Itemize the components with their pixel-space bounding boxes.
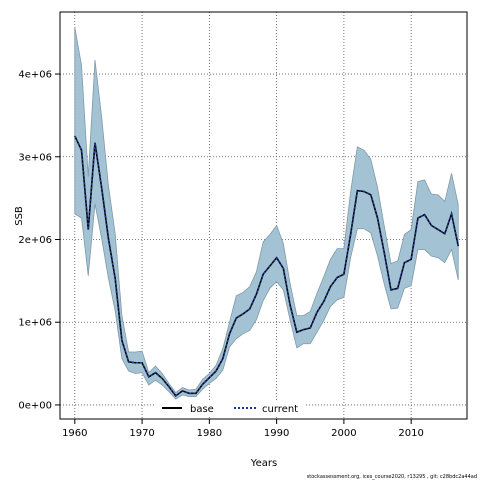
y-tick-label: 4e+06 (18, 70, 52, 81)
legend: base current (156, 400, 306, 416)
x-axis-label: Years (250, 458, 277, 469)
x-tick-label: 1980 (197, 428, 222, 439)
legend-label-current: current (262, 404, 298, 415)
confidence-band (74, 26, 459, 400)
plot-background (60, 12, 467, 419)
y-tick-label: 1e+06 (18, 318, 52, 329)
y-tick-label: 2e+06 (18, 235, 52, 246)
x-tick-label: 1990 (264, 428, 289, 439)
x-tick-label: 2000 (331, 428, 356, 439)
x-axis: 1960 1970 1980 1990 2000 2010 (62, 419, 424, 439)
y-tick-label: 3e+06 (18, 152, 52, 163)
plot-frame (59, 11, 468, 420)
series-line-current (74, 135, 460, 397)
y-axis: 0e+00 1e+06 2e+06 3e+06 4e+06 (18, 70, 60, 411)
y-axis-label: SSB (14, 206, 25, 226)
footer-text: stockassessment.org, ices_course2020, r1… (307, 474, 477, 480)
legend-label-base: base (190, 404, 214, 415)
x-tick-label: 2010 (398, 428, 423, 439)
legend-background (156, 400, 306, 416)
y-tick-label: 0e+00 (18, 400, 52, 411)
x-tick-label: 1970 (129, 428, 154, 439)
x-tick-label: 1960 (62, 428, 87, 439)
